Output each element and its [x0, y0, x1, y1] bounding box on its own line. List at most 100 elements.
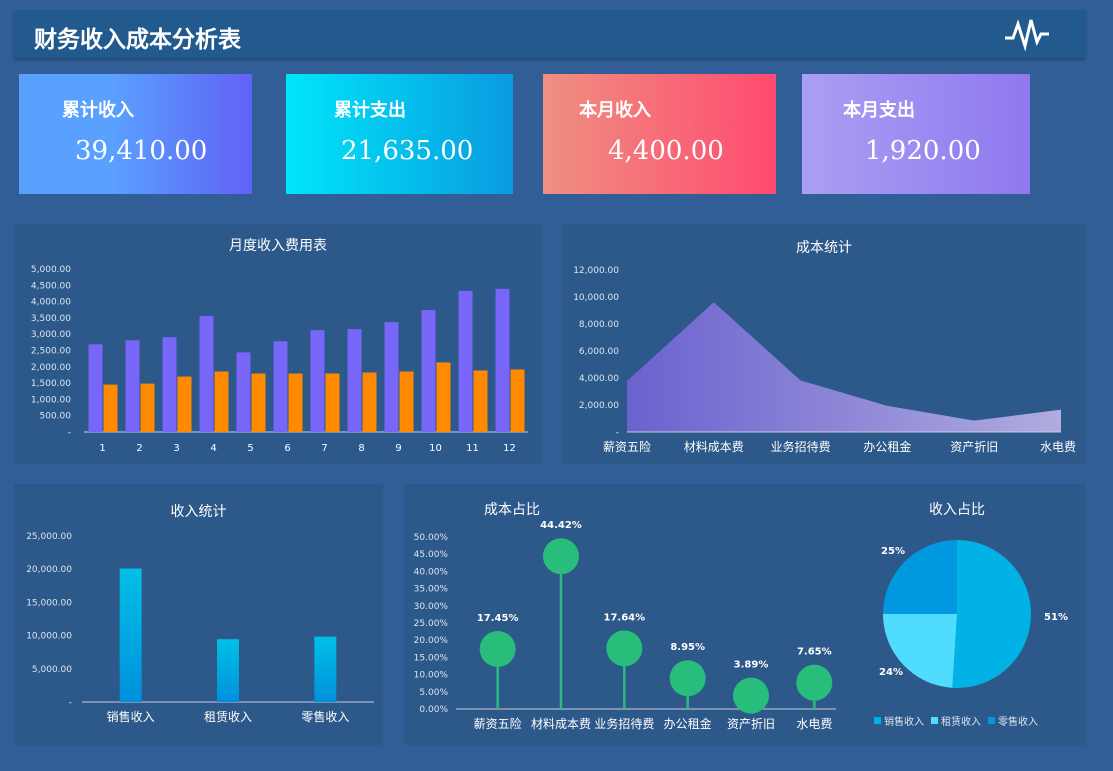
cost-ratio-chart: 0.00% 5.00% 10.00% 15.00% 20.00% 25.00% 30.00%…	[414, 520, 1068, 731]
chart-title: 成本统计	[796, 240, 852, 256]
bar	[199, 316, 214, 432]
monthly-chart-panel: 月度收入费用表 - 500.00 1,000.00 1,500.00 2,000.00 2…	[14, 224, 542, 464]
legend-swatch	[874, 717, 881, 724]
y-tick-label: 4,000.00	[579, 374, 619, 384]
y-tick-label: 20.00%	[414, 636, 449, 646]
y-tick-label: 50.00%	[414, 533, 449, 543]
x-tick-label: 4	[210, 443, 216, 454]
y-tick-label: 2,000.00	[579, 401, 619, 411]
bar	[88, 344, 103, 432]
chart-title: 月度收入费用表	[229, 238, 327, 254]
bar	[399, 371, 414, 432]
y-tick-label: 25.00%	[414, 619, 449, 629]
x-tick-label: 材料成本费	[531, 717, 591, 731]
x-tick-label: 8	[358, 443, 364, 454]
lollipop-head	[479, 630, 516, 667]
legend-swatch	[931, 717, 938, 724]
kpi-month-income: 本月收入 4,400.00	[543, 74, 776, 194]
data-label: 8.95%	[670, 642, 705, 653]
data-label: 3.89%	[734, 660, 769, 671]
kpi-label: 累计支出	[334, 100, 406, 121]
bar	[458, 290, 473, 432]
y-tick-label: -	[68, 428, 71, 438]
x-tick-label: 办公租金	[664, 716, 712, 731]
data-label: 17.64%	[604, 612, 646, 623]
y-tick-label: 5,000.00	[32, 665, 72, 675]
x-tick-label: 销售收入	[107, 709, 155, 724]
lollipop-head	[669, 660, 706, 697]
y-tick-label: -	[616, 428, 619, 438]
bar	[325, 373, 340, 432]
y-tick-label: 6,000.00	[579, 347, 619, 357]
chart-title: 成本占比	[484, 502, 540, 518]
lollipop-head	[733, 677, 769, 714]
y-tick-label: 5.00%	[419, 688, 448, 698]
bar	[162, 337, 177, 432]
y-tick-label: 3,000.00	[31, 330, 71, 340]
y-tick-label: 30.00%	[414, 602, 449, 612]
bar	[125, 340, 140, 432]
monthly-bar-chart: - 500.00 1,000.00 1,500.00 2,000.00 2,500.00 3…	[31, 265, 528, 454]
data-label: 7.65%	[797, 647, 832, 658]
x-tick-label: 薪资五险	[603, 439, 651, 454]
bar	[217, 639, 239, 702]
y-tick-label: 500.00	[40, 412, 72, 422]
bar	[436, 362, 451, 432]
y-tick-label: 4,000.00	[31, 298, 71, 308]
bar	[273, 341, 288, 432]
data-label: 24%	[879, 667, 903, 678]
bar	[510, 369, 525, 432]
x-tick-label: 5	[247, 443, 253, 454]
bar	[473, 370, 488, 432]
y-tick-label: -	[69, 698, 72, 708]
x-tick-label: 零售收入	[301, 709, 349, 724]
kpi-value: 21,635.00	[341, 136, 474, 166]
legend-label: 租赁收入	[941, 715, 981, 728]
x-tick-label: 办公租金	[863, 439, 911, 454]
x-tick-label: 10	[429, 443, 442, 454]
y-tick-label: 12,000.00	[573, 266, 619, 276]
y-tick-label: 8,000.00	[579, 320, 619, 330]
cost-area-chart: - 2,000.00 4,000.00 6,000.00 8,000.00 10,000.…	[573, 266, 1076, 454]
x-tick-label: 7	[321, 443, 327, 454]
header-bar: 财务收入成本分析表	[14, 10, 1085, 58]
y-tick-label: 2,500.00	[31, 347, 71, 357]
bar	[314, 636, 337, 702]
bar	[103, 384, 118, 432]
bar	[251, 373, 266, 432]
data-label: 17.45%	[477, 613, 519, 624]
kpi-value: 39,410.00	[75, 136, 208, 166]
x-tick-label: 水电费	[1040, 440, 1076, 454]
ratio-panel: 成本占比 收入占比 0.00% 5.00% 10.00% 15.00% 20.00% 25…	[404, 484, 1086, 745]
x-tick-label: 1	[99, 443, 105, 454]
kpi-total-expense: 累计支出 21,635.00	[286, 74, 513, 194]
x-tick-label: 6	[284, 443, 290, 454]
pie-slice	[952, 540, 1032, 688]
bar	[236, 352, 251, 432]
pulse-icon	[1005, 19, 1049, 52]
legend-label: 销售收入	[884, 715, 924, 728]
lollipop-head	[543, 538, 579, 575]
cost-stats-panel: 成本统计 - 2,000.00 4,000.00 6,000.00 8,000.00 10…	[562, 224, 1086, 464]
y-tick-label: 3,500.00	[31, 314, 71, 324]
y-tick-label: 1,000.00	[31, 395, 71, 405]
y-tick-label: 25,000.00	[26, 532, 72, 542]
bar	[421, 310, 436, 432]
x-tick-label: 业务招待费	[594, 716, 654, 731]
x-tick-label: 2	[136, 443, 142, 454]
y-tick-label: 10,000.00	[573, 293, 619, 303]
x-tick-label: 资产折旧	[950, 439, 998, 454]
bar	[310, 330, 325, 432]
x-tick-label: 3	[173, 443, 179, 454]
chart-title: 收入占比	[929, 502, 985, 518]
x-tick-label: 薪资五险	[474, 716, 522, 731]
y-tick-label: 15.00%	[414, 653, 449, 663]
income-bar-chart: - 5,000.00 10,000.00 15,000.00 20,000.00 25,0…	[26, 532, 374, 724]
kpi-value: 1,920.00	[865, 136, 981, 166]
legend-swatch	[988, 717, 995, 724]
y-tick-label: 0.00%	[419, 705, 448, 715]
bar	[362, 372, 377, 432]
y-tick-label: 45.00%	[414, 550, 449, 560]
y-tick-label: 15,000.00	[26, 598, 72, 608]
y-tick-label: 20,000.00	[26, 565, 72, 575]
